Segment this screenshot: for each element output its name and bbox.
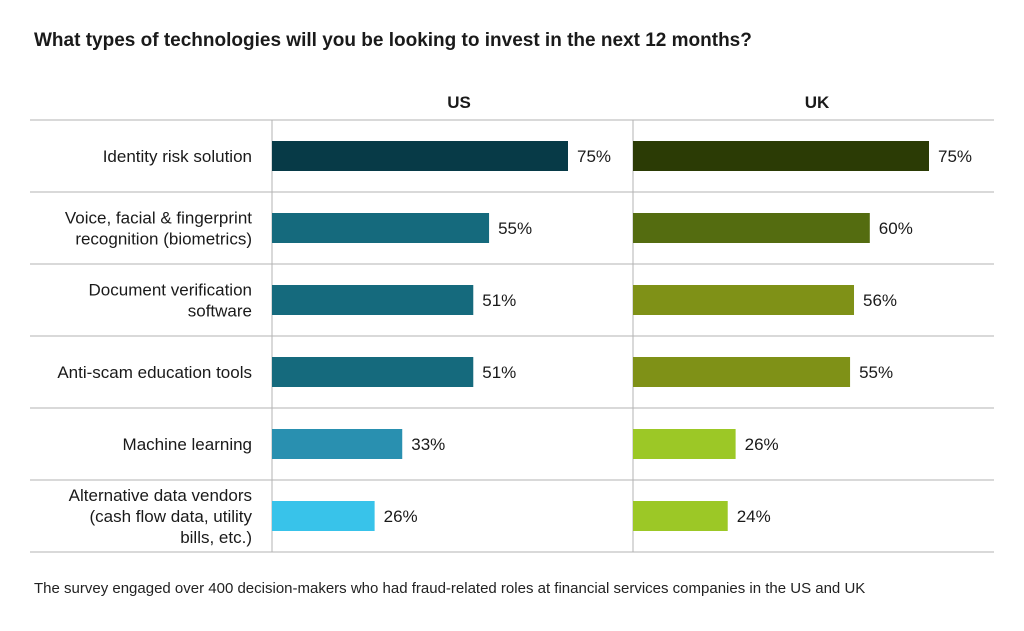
data-label-us: 51% xyxy=(482,363,516,382)
bar-uk xyxy=(633,141,929,171)
bar-us xyxy=(272,429,403,459)
data-label-uk: 56% xyxy=(863,291,897,310)
category-label-line: bills, etc.) xyxy=(180,528,252,547)
series-header-uk: UK xyxy=(805,93,830,112)
data-label-uk: 60% xyxy=(879,219,913,238)
data-label-us: 75% xyxy=(577,147,611,166)
data-label-uk: 75% xyxy=(938,147,972,166)
category-label-line: Alternative data vendors xyxy=(69,486,252,505)
category-label: Anti-scam education tools xyxy=(57,363,252,382)
bar-us xyxy=(272,357,474,387)
bar-uk xyxy=(633,429,736,459)
data-label-us: 33% xyxy=(411,435,445,454)
bar-us xyxy=(272,141,568,171)
bar-us xyxy=(272,501,375,531)
category-label-line: Document verification xyxy=(89,281,252,300)
category-label-line: Identity risk solution xyxy=(103,147,252,166)
category-label: Document verification software xyxy=(89,281,252,321)
data-label-us: 51% xyxy=(482,291,516,310)
category-label: Identity risk solution xyxy=(103,147,252,166)
bar-uk xyxy=(633,285,855,315)
data-label-us: 26% xyxy=(384,507,418,526)
category-label-line: recognition (biometrics) xyxy=(75,230,252,249)
category-label-line: software xyxy=(188,302,252,321)
series-header-us: US xyxy=(447,93,471,112)
bar-uk xyxy=(633,357,851,387)
category-label-line: (cash flow data, utility xyxy=(89,507,252,526)
bar-uk xyxy=(633,501,728,531)
category-label: Machine learning xyxy=(123,435,252,454)
category-label-line: Voice, facial & fingerprint xyxy=(65,209,252,228)
category-label-line: Anti-scam education tools xyxy=(57,363,252,382)
data-label-uk: 26% xyxy=(745,435,779,454)
footnote: The survey engaged over 400 decision-mak… xyxy=(34,580,866,597)
category-label: Voice, facial & fingerprint recognition (… xyxy=(65,209,252,249)
bar-us xyxy=(272,213,490,243)
bar-us xyxy=(272,285,474,315)
data-label-us: 55% xyxy=(498,219,532,238)
data-label-uk: 24% xyxy=(737,507,771,526)
data-label-uk: 55% xyxy=(859,363,893,382)
category-label: Alternative data vendors (cash flow data,… xyxy=(69,486,253,547)
category-label-line: Machine learning xyxy=(123,435,252,454)
chart-title: What types of technologies will you be l… xyxy=(34,30,752,51)
bar-uk xyxy=(633,213,870,243)
